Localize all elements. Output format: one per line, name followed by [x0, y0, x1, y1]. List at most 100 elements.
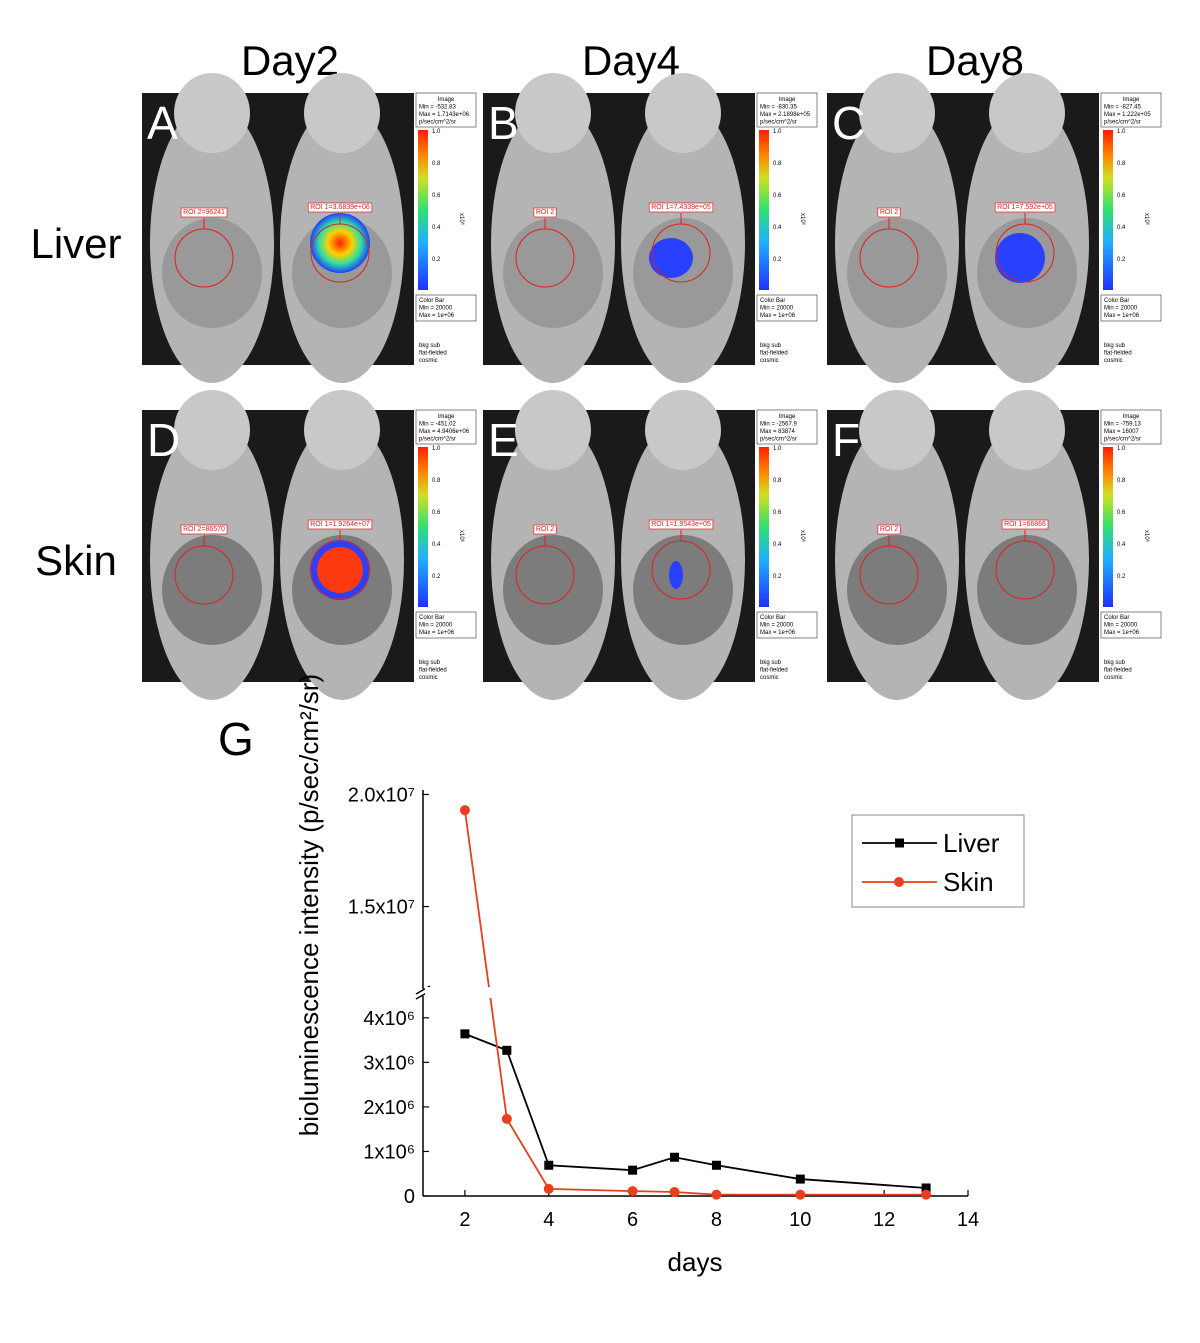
color-bar-text: Max = 1e+06: [760, 313, 796, 319]
color-bar-text: Color Bar: [1104, 615, 1129, 621]
mouse-belly: [633, 535, 733, 645]
note: cosmic: [1104, 675, 1123, 681]
data-point: [795, 1189, 806, 1200]
color-bar-tick: 1.0: [432, 446, 441, 452]
mouse-head: [989, 390, 1065, 470]
y-axis-label: bioluminescence intensity (p/sec/cm²/sr): [294, 674, 324, 1136]
data-point: [502, 1045, 512, 1055]
panel-letter: E: [488, 414, 519, 466]
series-line: [464, 810, 927, 1196]
note: bkg sub: [1104, 660, 1126, 666]
y-tick-label: 0: [404, 1186, 415, 1208]
roi-label-box: [307, 519, 373, 530]
info-text: p/sec/cm^2/sr: [419, 120, 456, 126]
note: bkg sub: [419, 660, 441, 666]
y-tick-label: 2.0x10⁷: [348, 784, 415, 806]
info-text: Image: [1123, 414, 1140, 420]
data-point: [501, 1113, 512, 1124]
x-tick-label: 2: [459, 1209, 470, 1231]
color-bar-text: Max = 1e+06: [1104, 313, 1140, 319]
signal: [995, 233, 1045, 283]
color-bar-box: [756, 611, 818, 639]
roi-label: ROI 1=1.9543e+05: [651, 521, 711, 528]
mouse-head: [989, 73, 1065, 153]
mouse-head: [859, 73, 935, 153]
data-point: [669, 1186, 680, 1197]
color-bar-tick: 0.4: [432, 225, 441, 231]
color-bar-box: [1100, 294, 1162, 322]
info-text: Max = 2.1898e+05: [760, 112, 811, 118]
color-bar: [1103, 130, 1113, 290]
legend-label: Skin: [943, 867, 994, 897]
note: bkg sub: [760, 343, 782, 349]
color-bar-tick: 0.6: [773, 193, 782, 199]
color-bar-text: Color Bar: [760, 298, 785, 304]
color-bar-tick: 0.8: [432, 478, 441, 484]
color-bar-tick: 1.0: [773, 129, 782, 135]
roi-label: ROI 1=7.592e+05: [997, 204, 1053, 211]
color-bar-tick: 1.0: [432, 129, 441, 135]
color-bar-text: Color Bar: [419, 615, 444, 621]
info-text: p/sec/cm^2/sr: [1104, 437, 1141, 443]
color-bar-tick: 1.0: [1117, 446, 1126, 452]
note: cosmic: [760, 675, 779, 681]
info-text: Max = 16007: [1104, 429, 1140, 435]
color-bar-text: Max = 1e+06: [419, 313, 455, 319]
mouse-head: [515, 73, 591, 153]
data-point: [544, 1160, 554, 1170]
info-text: Image: [438, 97, 455, 103]
note: flat-fielded: [1104, 668, 1132, 674]
signal: [317, 547, 363, 593]
info-text: Max = 83874: [760, 429, 796, 435]
color-bar-text: Min = 20000: [419, 306, 453, 312]
color-bar-text: Color Bar: [1104, 298, 1129, 304]
note: cosmic: [1104, 358, 1123, 364]
color-bar: [418, 447, 428, 607]
note: flat-fielded: [419, 668, 447, 674]
roi-label-box: [877, 524, 901, 535]
color-bar-tick: 0.4: [432, 542, 441, 548]
legend-marker: [895, 838, 904, 848]
panel-letter: A: [147, 97, 178, 149]
mouse-head: [645, 390, 721, 470]
x-tick-label: 12: [873, 1209, 895, 1231]
info-box: [415, 92, 477, 128]
color-bar-tick: 0.6: [1117, 193, 1126, 199]
data-point: [627, 1186, 638, 1197]
mouse-head: [174, 390, 250, 470]
mouse-belly: [503, 535, 603, 645]
info-box: [415, 409, 477, 445]
roi-label-box: [877, 207, 901, 218]
note: bkg sub: [760, 660, 782, 666]
data-point: [921, 1189, 932, 1200]
roi-label: ROI 2: [536, 526, 554, 533]
roi-label-box: [994, 202, 1056, 213]
roi-label: ROI 2: [880, 209, 898, 216]
color-bar-tick: 0.6: [432, 510, 441, 516]
roi-label-box: [533, 524, 557, 535]
color-bar: [759, 130, 769, 290]
color-bar-text: Color Bar: [760, 615, 785, 621]
roi-label-box: [180, 524, 228, 535]
info-text: p/sec/cm^2/sr: [1104, 120, 1141, 126]
roi-label: ROI 1=1.9264e+07: [310, 521, 370, 528]
info-text: p/sec/cm^2/sr: [760, 120, 797, 126]
note: cosmic: [760, 358, 779, 364]
info-text: p/sec/cm^2/sr: [419, 437, 456, 443]
color-bar-tick: 0.8: [1117, 478, 1126, 484]
color-bar-text: Color Bar: [419, 298, 444, 304]
series-line: [464, 1033, 927, 1189]
color-bar-tick: 0.4: [773, 542, 782, 548]
roi-label: ROI 2=96241: [183, 209, 225, 216]
data-point: [460, 1029, 470, 1039]
x-tick-label: 6: [627, 1209, 638, 1231]
info-box: [1100, 409, 1162, 445]
panel-letter: B: [488, 97, 519, 149]
color-bar-text: Min = 20000: [419, 623, 453, 629]
color-bar-tick: 1.0: [773, 446, 782, 452]
color-bar-tick: 0.6: [1117, 510, 1126, 516]
mouse-head: [304, 73, 380, 153]
legend-box: [851, 814, 1025, 908]
column-header: Day4: [582, 37, 680, 84]
info-text: p/sec/cm^2/sr: [760, 437, 797, 443]
